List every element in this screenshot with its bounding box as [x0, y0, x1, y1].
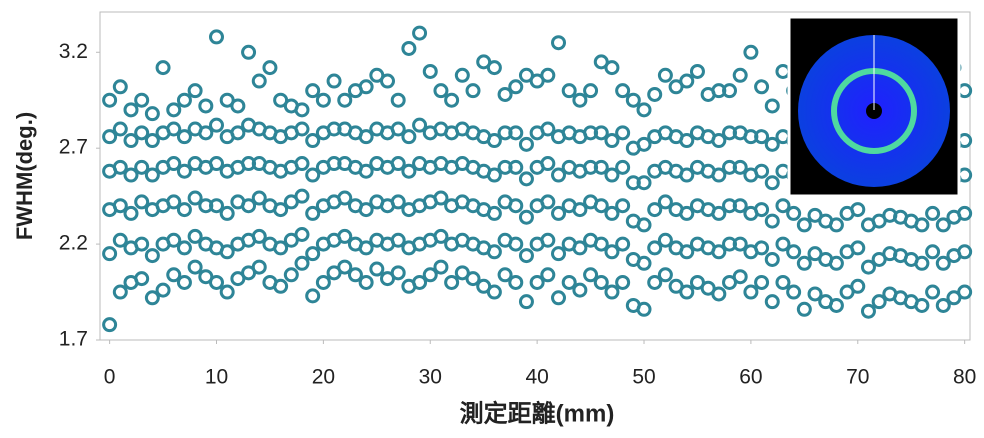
x-tick-label: 50 — [632, 366, 655, 389]
x-axis-label: 測定距離(mm) — [460, 399, 615, 427]
x-tick-label: 0 — [104, 366, 116, 389]
x-tick-label: 10 — [205, 366, 228, 389]
x-tick-label: 30 — [419, 366, 442, 389]
x-tick-label: 60 — [739, 366, 762, 389]
x-tick-label: 70 — [846, 366, 869, 389]
x-tick-label: 40 — [525, 366, 548, 389]
chart: 測定距離(mm) FWHM(deg.) 1.7 2.2 2.7 3.2 0 10 20 30 4… — [0, 0, 984, 433]
y-axis-label: FWHM(deg.) — [12, 112, 37, 240]
y-tick-label: 1.7 — [59, 328, 88, 351]
y-tick-label: 2.7 — [59, 136, 88, 159]
y-tick-label: 3.2 — [59, 40, 88, 63]
inset-image — [789, 17, 959, 196]
x-tick-label: 80 — [953, 366, 976, 389]
x-tick-label: 20 — [312, 366, 335, 389]
y-tick-label: 2.2 — [59, 232, 88, 255]
